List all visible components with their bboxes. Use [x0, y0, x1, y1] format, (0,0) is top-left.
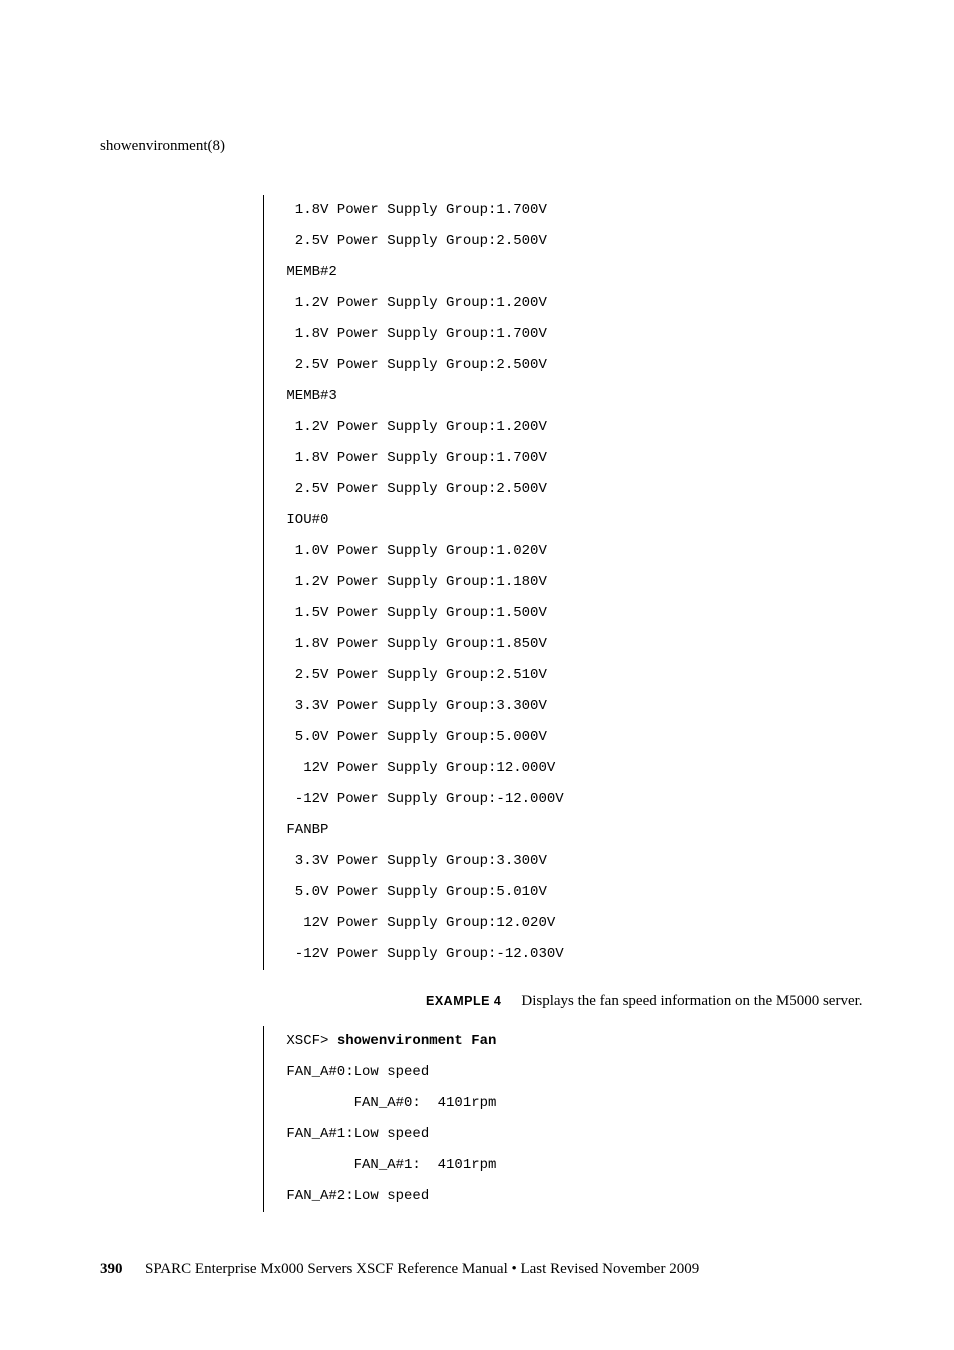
code-line: 5.0V Power Supply Group:5.000V	[278, 722, 954, 753]
code-line: 3.3V Power Supply Group:3.300V	[278, 691, 954, 722]
code-line: 2.5V Power Supply Group:2.500V	[278, 474, 954, 505]
code-line: 12V Power Supply Group:12.000V	[278, 753, 954, 784]
code-line: 1.0V Power Supply Group:1.020V	[278, 536, 954, 567]
code-line: FAN_A#0:Low speed	[278, 1057, 954, 1088]
code-line: -12V Power Supply Group:-12.030V	[278, 939, 954, 970]
example-caption: EXAMPLE 4 Displays the fan speed informa…	[263, 992, 954, 1010]
code-line: IOU#0	[278, 505, 954, 536]
code-line: 2.5V Power Supply Group:2.500V	[278, 350, 954, 381]
page-header: showenvironment(8)	[100, 138, 954, 155]
code-line: 1.8V Power Supply Group:1.700V	[278, 443, 954, 474]
example-label: EXAMPLE 4	[426, 994, 501, 1008]
command: showenvironment Fan	[337, 1033, 497, 1049]
code-line: MEMB#3	[278, 381, 954, 412]
page-number: 390	[100, 1261, 123, 1277]
code-line: 1.8V Power Supply Group:1.700V	[278, 319, 954, 350]
code-line: FANBP	[278, 815, 954, 846]
footer-text: SPARC Enterprise Mx000 Servers XSCF Refe…	[145, 1261, 699, 1277]
code-line: 2.5V Power Supply Group:2.500V	[278, 226, 954, 257]
code-line: FAN_A#1:Low speed	[278, 1119, 954, 1150]
code-line: FAN_A#1: 4101rpm	[278, 1150, 954, 1181]
code-line: 5.0V Power Supply Group:5.010V	[278, 877, 954, 908]
code-line: 2.5V Power Supply Group:2.510V	[278, 660, 954, 691]
page-footer: 390 SPARC Enterprise Mx000 Servers XSCF …	[100, 1261, 699, 1278]
code-line: FAN_A#0: 4101rpm	[278, 1088, 954, 1119]
code-block-1: 1.8V Power Supply Group:1.700V 2.5V Powe…	[263, 195, 954, 970]
code-line: 1.8V Power Supply Group:1.850V	[278, 629, 954, 660]
code-line: 12V Power Supply Group:12.020V	[278, 908, 954, 939]
code-line: MEMB#2	[278, 257, 954, 288]
prompt: XSCF>	[278, 1033, 337, 1049]
code-line: 1.8V Power Supply Group:1.700V	[278, 195, 954, 226]
code-line: 1.5V Power Supply Group:1.500V	[278, 598, 954, 629]
code-line: FAN_A#2:Low speed	[278, 1181, 954, 1212]
code-line: 1.2V Power Supply Group:1.180V	[278, 567, 954, 598]
example-text: Displays the fan speed information on th…	[521, 993, 862, 1009]
code-block-2: XSCF> showenvironment Fan FAN_A#0:Low sp…	[263, 1026, 954, 1212]
code-line: XSCF> showenvironment Fan	[278, 1026, 954, 1057]
code-line: -12V Power Supply Group:-12.000V	[278, 784, 954, 815]
code-line: 1.2V Power Supply Group:1.200V	[278, 288, 954, 319]
code-line: 1.2V Power Supply Group:1.200V	[278, 412, 954, 443]
code-line: 3.3V Power Supply Group:3.300V	[278, 846, 954, 877]
